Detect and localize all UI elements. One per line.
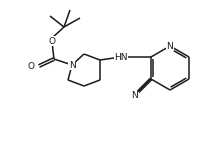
Text: N: N — [167, 41, 173, 50]
Text: O: O — [27, 62, 34, 71]
Text: N: N — [131, 91, 138, 100]
Text: O: O — [48, 37, 55, 45]
Text: N: N — [69, 60, 75, 69]
Text: HN: HN — [114, 52, 128, 62]
